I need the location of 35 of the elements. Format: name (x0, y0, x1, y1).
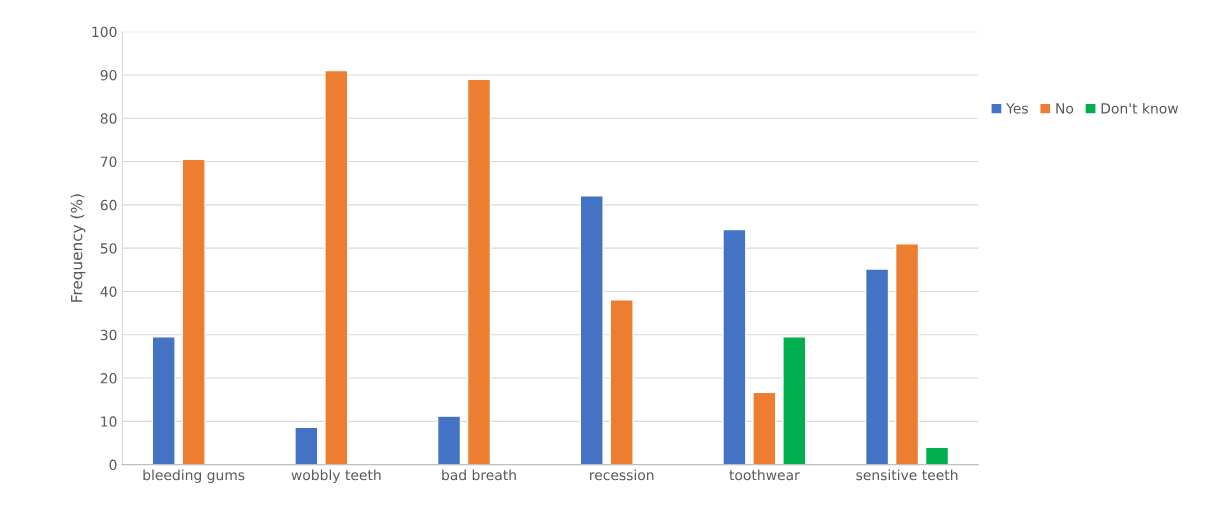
legend-label: Yes (1006, 103, 1028, 114)
bar (466, 78, 492, 465)
y-tick-label: 90 (100, 69, 117, 81)
legend-label: No (1056, 103, 1074, 114)
y-tick-label: 10 (101, 416, 117, 427)
bar (752, 391, 777, 465)
bar (294, 426, 319, 465)
bar (864, 268, 890, 465)
y-tick-label: 30 (100, 329, 117, 341)
y-tick-label: 50 (100, 243, 117, 254)
y-tick-label: 80 (100, 113, 117, 124)
bar (181, 158, 206, 465)
bar (579, 195, 604, 465)
y-tick-label: 100 (92, 26, 117, 38)
bar (436, 415, 462, 465)
x-tick-label: wobbly teeth (291, 469, 381, 483)
y-tick-label: 40 (100, 286, 117, 297)
x-tick-label: bleeding gums (143, 469, 245, 483)
bar (924, 446, 950, 465)
bar (609, 298, 634, 465)
y-tick-label: 60 (100, 199, 117, 211)
bar (324, 69, 349, 465)
bar (894, 243, 920, 465)
x-tick-label: sensitive teeth (856, 469, 958, 481)
y-tick-label: 20 (100, 373, 117, 384)
y-axis-title: Frequency (%) (70, 194, 86, 302)
bar (722, 228, 747, 465)
bar (151, 336, 176, 465)
x-tick-label: recession (590, 469, 654, 481)
x-tick-label: bad breath (442, 469, 516, 481)
bar (782, 336, 807, 465)
y-tick-label: 70 (100, 156, 117, 168)
legend-label: Don't know (1101, 102, 1179, 114)
y-tick-label: 0 (109, 459, 117, 471)
x-tick-label: toothwear (729, 469, 800, 481)
